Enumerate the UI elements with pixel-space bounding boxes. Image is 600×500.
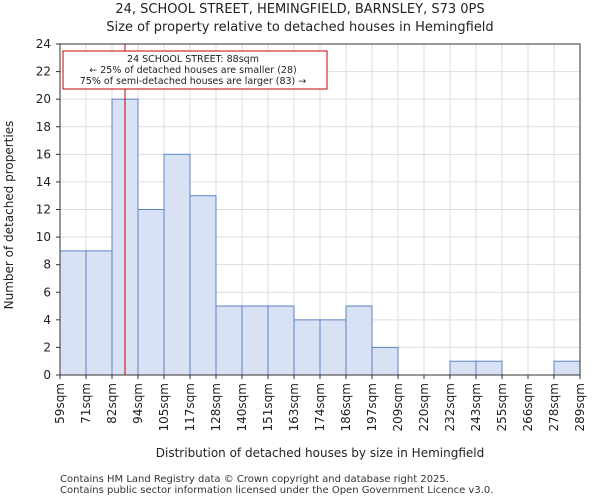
histogram-bar	[553, 360, 581, 376]
x-axis-label: Distribution of detached houses by size …	[156, 446, 484, 460]
x-tick-label: 186sqm	[339, 383, 353, 431]
x-tick-label: 278sqm	[547, 383, 561, 431]
bars	[59, 98, 581, 376]
x-tick-label: 209sqm	[391, 383, 405, 431]
x-tick-label: 82sqm	[105, 383, 119, 424]
y-axis-label: Number of detached properties	[2, 121, 16, 310]
x-tick-label: 117sqm	[183, 383, 197, 431]
x-tick-label: 71sqm	[79, 383, 93, 424]
y-tick-label: 6	[43, 285, 51, 299]
histogram-bar	[59, 250, 87, 376]
x-tick-label: 174sqm	[313, 383, 327, 431]
x-tick-label: 140sqm	[235, 383, 249, 431]
annotation-line-2: ← 25% of detached houses are smaller (28…	[89, 65, 296, 76]
histogram-bar	[85, 250, 113, 376]
y-tick-label: 0	[43, 368, 51, 382]
y-tick-label: 2	[43, 340, 51, 354]
x-tick-label: 151sqm	[261, 383, 275, 431]
histogram-bar	[189, 195, 217, 376]
chart-title: 24, SCHOOL STREET, HEMINGFIELD, BARNSLEY…	[115, 2, 484, 17]
x-tick-label: 289sqm	[573, 383, 587, 431]
y-tick-label: 12	[36, 203, 51, 217]
y-tick-label: 20	[36, 92, 51, 106]
histogram-bar	[449, 360, 477, 376]
chart-subtitle: Size of property relative to detached ho…	[106, 20, 493, 35]
y-tick-label: 16	[36, 147, 51, 161]
x-tick-label: 232sqm	[443, 383, 457, 431]
histogram-bar	[137, 209, 165, 376]
y-tick-label: 14	[36, 175, 51, 189]
x-tick-label: 220sqm	[417, 383, 431, 431]
histogram-bar	[371, 346, 399, 376]
y-tick-label: 24	[36, 37, 51, 51]
annotation-line-1: 24 SCHOOL STREET: 88sqm	[127, 54, 259, 65]
histogram-bar	[163, 153, 191, 376]
histogram-bar	[319, 319, 347, 376]
y-tick-label: 10	[36, 230, 51, 244]
histogram-bar	[475, 360, 503, 376]
histogram-bar	[345, 305, 373, 376]
histogram-bar	[241, 305, 269, 376]
histogram-bar	[267, 305, 295, 376]
y-tick-label: 18	[36, 120, 51, 134]
histogram-bar	[215, 305, 243, 376]
annotation-line-3: 75% of semi-detached houses are larger (…	[80, 76, 307, 87]
footer-line-1: Contains HM Land Registry data © Crown c…	[60, 474, 449, 485]
y-tick-label: 8	[43, 258, 51, 272]
annotation-box: 24 SCHOOL STREET: 88sqm ← 25% of detache…	[62, 50, 328, 90]
y-tick-label: 22	[36, 65, 51, 79]
annotation-frame	[62, 50, 328, 90]
x-tick-label: 243sqm	[469, 383, 483, 431]
x-tick-label: 266sqm	[521, 383, 535, 431]
histogram-bar	[293, 319, 321, 376]
x-tick-label: 163sqm	[287, 383, 301, 431]
x-tick-label: 128sqm	[209, 383, 223, 431]
x-tick-label: 255sqm	[495, 383, 509, 431]
x-tick-label: 105sqm	[157, 383, 171, 431]
footer-line-2: Contains public sector information licen…	[60, 485, 493, 496]
x-tick-label: 94sqm	[131, 383, 145, 424]
y-tick-label: 4	[43, 313, 51, 327]
x-axis-ticks: 59sqm 71sqm 82sqm 94sqm 105sqm 117sqm 128sqm 14…	[53, 375, 587, 431]
x-tick-label: 59sqm	[53, 383, 67, 424]
x-tick-label: 197sqm	[365, 383, 379, 431]
